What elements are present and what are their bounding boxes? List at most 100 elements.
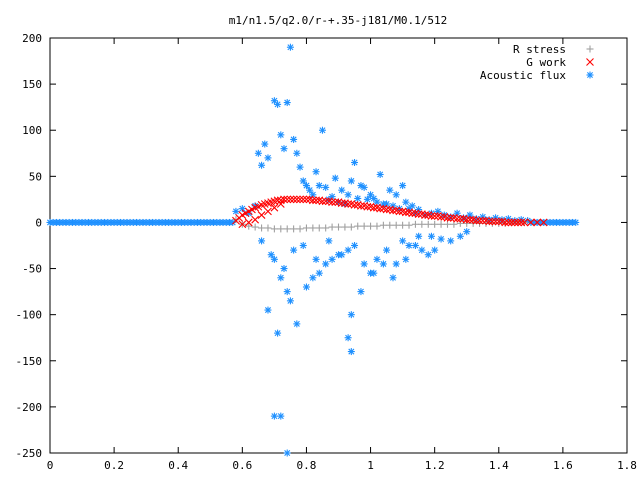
data-point (328, 255, 336, 263)
data-point (447, 237, 455, 245)
data-point (289, 195, 298, 204)
data-point (369, 203, 378, 212)
legend-marker (586, 58, 594, 66)
data-point (402, 255, 410, 263)
data-point (337, 199, 346, 207)
data-point (350, 201, 359, 209)
data-point (270, 203, 279, 212)
data-point (277, 225, 285, 233)
x-tick-label: 1.8 (617, 459, 637, 472)
data-point (453, 214, 461, 223)
data-point (293, 149, 301, 157)
y-tick-label: 50 (29, 170, 42, 183)
data-point (274, 329, 282, 337)
x-tick-label: 1 (367, 459, 374, 472)
data-point (306, 186, 314, 194)
data-point (424, 251, 432, 259)
data-point (363, 202, 372, 211)
data-point (296, 195, 304, 204)
data-point (328, 198, 336, 207)
data-point (443, 213, 452, 222)
data-point (456, 232, 464, 240)
data-point (379, 260, 387, 268)
data-point (302, 182, 310, 190)
data-point (309, 224, 317, 232)
data-point (494, 217, 503, 226)
data-point (261, 140, 269, 148)
data-point (408, 209, 417, 218)
data-point (520, 218, 529, 227)
y-tick-label: 0 (35, 216, 42, 229)
x-tick-label: 0.6 (232, 459, 252, 472)
data-point (386, 221, 394, 229)
x-tick-label: 1.4 (489, 459, 509, 472)
data-point (408, 202, 416, 210)
data-point (331, 174, 339, 182)
data-point (357, 201, 365, 210)
data-point (430, 212, 439, 220)
data-point (318, 197, 327, 206)
data-point (347, 311, 355, 319)
data-point (431, 246, 439, 254)
data-point (308, 196, 317, 205)
data-point (533, 218, 542, 227)
data-point (386, 186, 394, 194)
data-point (411, 220, 419, 228)
data-point (299, 177, 307, 185)
data-point (395, 207, 404, 216)
y-tick-label: 150 (22, 78, 42, 91)
data-point (274, 100, 282, 108)
data-point (245, 222, 253, 230)
data-point (351, 159, 359, 166)
data-point (292, 195, 301, 204)
data-point (286, 43, 294, 51)
data-point (402, 198, 410, 206)
data-point (322, 224, 330, 232)
plot-area-frame (49, 37, 628, 454)
data-point (424, 220, 432, 228)
data-point (238, 220, 247, 229)
data-point (399, 221, 407, 229)
x-tick-label: 0 (47, 459, 54, 472)
data-point (510, 218, 519, 227)
data-point (347, 348, 355, 356)
data-point (277, 131, 285, 139)
data-point (302, 195, 311, 204)
data-point (302, 224, 310, 232)
data-point (443, 220, 451, 228)
data-point (280, 195, 288, 204)
data-point (283, 195, 292, 204)
data-point (331, 198, 340, 207)
data-point (283, 288, 291, 296)
data-point (360, 183, 368, 191)
data-point (354, 222, 362, 230)
data-point (238, 205, 246, 213)
data-point (312, 168, 320, 176)
data-point (405, 221, 413, 229)
data-point (344, 191, 352, 199)
series-layer (46, 43, 580, 457)
chart-title: m1/n1.5/q2.0/r-+.35-j181/M0.1/512 (229, 14, 448, 27)
baseline-point (572, 218, 580, 226)
data-point (478, 216, 487, 225)
data-point (258, 224, 266, 232)
data-point (312, 255, 320, 263)
x-tick-label: 0.2 (104, 459, 124, 472)
data-point (421, 211, 429, 219)
data-point (328, 223, 336, 231)
data-point (411, 242, 419, 249)
data-point (280, 145, 288, 153)
data-point (491, 217, 500, 226)
data-point (277, 412, 285, 420)
data-point (475, 216, 484, 225)
data-point (290, 135, 298, 143)
data-point (526, 218, 535, 227)
data-point (318, 126, 326, 134)
data-point (232, 207, 240, 215)
data-point (370, 269, 378, 277)
data-point (466, 215, 474, 224)
data-point (363, 195, 371, 203)
data-point (376, 170, 384, 178)
data-point (351, 242, 359, 249)
